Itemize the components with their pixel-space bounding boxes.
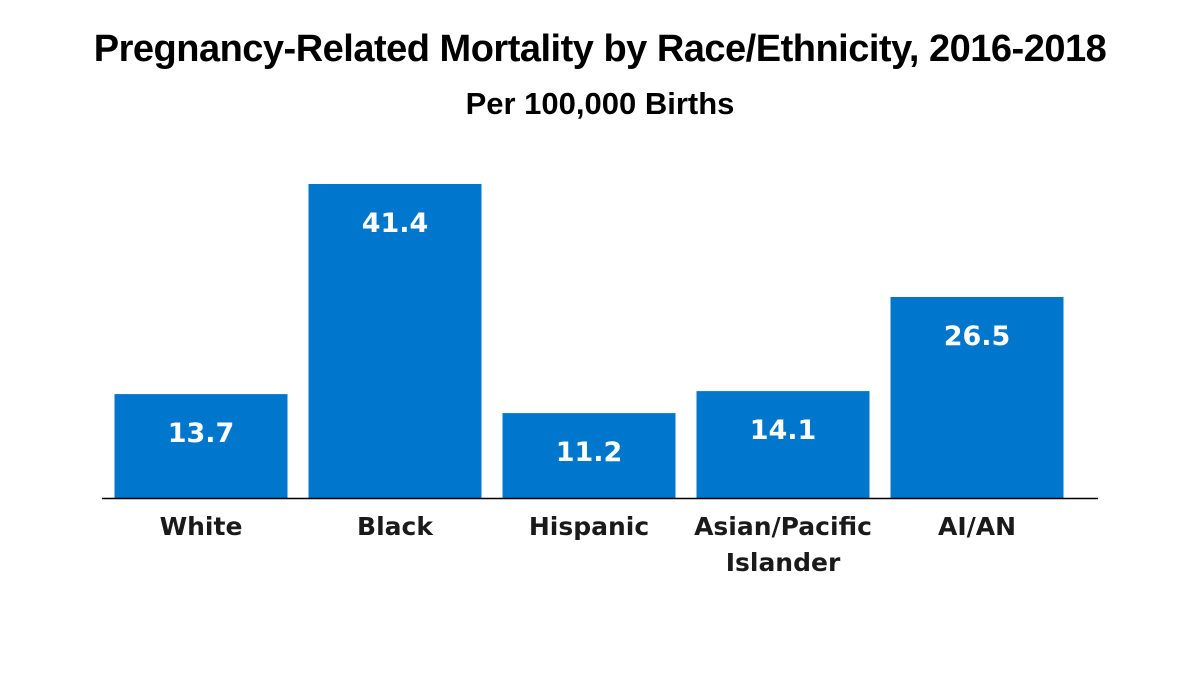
bar-white xyxy=(114,394,288,498)
data-label: 14.1 xyxy=(750,415,817,446)
bar-black xyxy=(308,184,482,498)
category-label-line: Islander xyxy=(726,548,841,577)
data-label: 41.4 xyxy=(362,208,429,239)
bar-hispanic xyxy=(502,413,676,498)
chart-title: Pregnancy-Related Mortality by Race/Ethn… xyxy=(93,28,1107,70)
chart-subtitle: Per 100,000 Births xyxy=(465,86,735,121)
category-label: Black xyxy=(357,512,434,541)
data-label: 26.5 xyxy=(944,321,1011,352)
category-label-line: White xyxy=(160,512,243,541)
data-label: 13.7 xyxy=(168,418,235,449)
data-labels-group: 13.7 41.4 11.2 14.1 26.5 xyxy=(168,208,1011,468)
category-label: White xyxy=(160,512,243,541)
category-label-line: Asian/Pacific xyxy=(694,512,872,541)
bar-asian-pacific-islander xyxy=(696,391,870,498)
category-label: AI/AN xyxy=(938,512,1016,541)
category-label-line: Black xyxy=(357,512,434,541)
category-label-line: AI/AN xyxy=(938,512,1016,541)
bars-group xyxy=(114,184,1064,498)
category-label: Asian/Pacific Islander xyxy=(694,512,872,577)
bar-ai-an xyxy=(890,297,1064,498)
category-label: Hispanic xyxy=(529,512,649,541)
category-labels-group: White Black Hispanic Asian/Pacific IslanderA… xyxy=(160,512,1016,577)
category-label-line: Hispanic xyxy=(529,512,649,541)
data-label: 11.2 xyxy=(556,437,623,468)
